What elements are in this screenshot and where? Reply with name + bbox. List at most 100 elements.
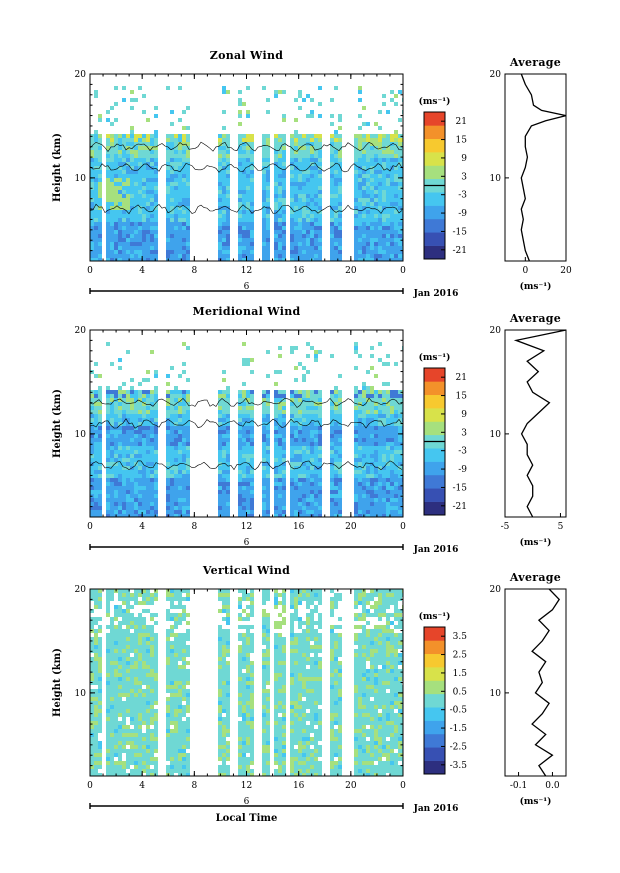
- heatmap-cell: [278, 198, 282, 202]
- heatmap-cell: [242, 182, 246, 186]
- heatmap-cell: [126, 689, 130, 693]
- heatmap-cell: [142, 414, 146, 418]
- heatmap-cell: [98, 426, 102, 430]
- heatmap-cell: [130, 605, 134, 609]
- heatmap-cell: [134, 422, 138, 426]
- heatmap-cell: [362, 506, 366, 510]
- heatmap-cell: [138, 178, 142, 182]
- heatmap-cell: [126, 693, 130, 697]
- heatmap-cell: [382, 222, 386, 226]
- heatmap-cell: [226, 234, 230, 238]
- heatmap-cell: [186, 434, 190, 438]
- heatmap-cell: [106, 254, 110, 258]
- heatmap-cell: [170, 490, 174, 494]
- heatmap-cell: [182, 154, 186, 158]
- heatmap-cell: [314, 198, 318, 202]
- heatmap-cell: [330, 194, 334, 198]
- heatmap-cell: [170, 366, 174, 370]
- heatmap-cell: [222, 378, 226, 382]
- heatmap-cell: [378, 110, 382, 114]
- heatmap-cell: [178, 226, 182, 230]
- heatmap-cell: [362, 138, 366, 142]
- heatmap-cell: [178, 418, 182, 422]
- heatmap-cell: [170, 410, 174, 414]
- heatmap-cell: [110, 442, 114, 446]
- heatmap-cell: [398, 174, 402, 178]
- heatmap-cell: [182, 446, 186, 450]
- heatmap-cell: [318, 390, 322, 394]
- heatmap-cell: [110, 142, 114, 146]
- heatmap-cell: [266, 134, 270, 138]
- heatmap-cell: [394, 258, 398, 261]
- heatmap-cell: [362, 406, 366, 410]
- heatmap-cell: [282, 206, 286, 210]
- heatmap-cell: [90, 637, 94, 641]
- heatmap-cell: [142, 665, 146, 669]
- heatmap-cell: [318, 242, 322, 246]
- profile-x-label: (ms⁻¹): [520, 281, 552, 292]
- heatmap-cell: [330, 234, 334, 238]
- heatmap-cell: [98, 689, 102, 693]
- heatmap-cell: [106, 466, 110, 470]
- heatmap-cell: [90, 645, 94, 649]
- heatmap-cell: [146, 226, 150, 230]
- heatmap-cell: [354, 190, 358, 194]
- heatmap-cell: [390, 402, 394, 406]
- heatmap-cell: [282, 218, 286, 222]
- heatmap-cell: [294, 170, 298, 174]
- heatmap-cell: [362, 186, 366, 190]
- heatmap-cell: [218, 406, 222, 410]
- heatmap-cell: [246, 442, 250, 446]
- heatmap-cell: [362, 498, 366, 502]
- heatmap-cell: [334, 138, 338, 142]
- heatmap-cell: [238, 394, 242, 398]
- heatmap-cell: [314, 210, 318, 214]
- heatmap-cell: [110, 494, 114, 498]
- heatmap-cell: [134, 138, 138, 142]
- heatmap-cell: [154, 641, 158, 645]
- heatmap-cell: [170, 589, 174, 593]
- heatmap-cell: [142, 757, 146, 761]
- heatmap-cell: [302, 174, 306, 178]
- heatmap-cell: [386, 190, 390, 194]
- heatmap-cell: [282, 390, 286, 394]
- heatmap-cell: [146, 214, 150, 218]
- heatmap-cell: [154, 194, 158, 198]
- heatmap-cell: [338, 494, 342, 498]
- heatmap-cell: [134, 741, 138, 745]
- heatmap-cell: [394, 254, 398, 258]
- heatmap-cell: [122, 629, 126, 633]
- heatmap-cell: [90, 138, 94, 142]
- profile-line: [520, 73, 567, 262]
- heatmap-cell: [98, 474, 102, 478]
- heatmap-cell: [378, 238, 382, 242]
- heatmap-cell: [314, 242, 318, 246]
- heatmap-cell: [118, 705, 122, 709]
- heatmap-cell: [178, 138, 182, 142]
- heatmap-cell: [130, 130, 134, 134]
- heatmap-cell: [106, 422, 110, 426]
- heatmap-cell: [118, 589, 122, 593]
- heatmap-cell: [298, 390, 302, 394]
- heatmap-cell: [134, 438, 138, 442]
- heatmap-cell: [262, 182, 266, 186]
- heatmap-cell: [130, 761, 134, 765]
- heatmap-cell: [166, 613, 170, 617]
- heatmap-cell: [154, 370, 158, 374]
- heatmap-cell: [94, 234, 98, 238]
- heatmap-cell: [178, 182, 182, 186]
- colorbar-swatch: [424, 125, 445, 140]
- heatmap-cell: [226, 514, 230, 517]
- heatmap-cell: [146, 426, 150, 430]
- heatmap-cell: [238, 202, 242, 206]
- heatmap-cell: [362, 242, 366, 246]
- heatmap-cell: [306, 498, 310, 502]
- heatmap-cell: [122, 761, 126, 765]
- heatmap-cell: [262, 222, 266, 226]
- heatmap-cell: [366, 246, 370, 250]
- heatmap-cell: [146, 749, 150, 753]
- heatmap-cell: [110, 641, 114, 645]
- heatmap-cell: [166, 214, 170, 218]
- heatmap-cell: [142, 617, 146, 621]
- heatmap-cell: [118, 414, 122, 418]
